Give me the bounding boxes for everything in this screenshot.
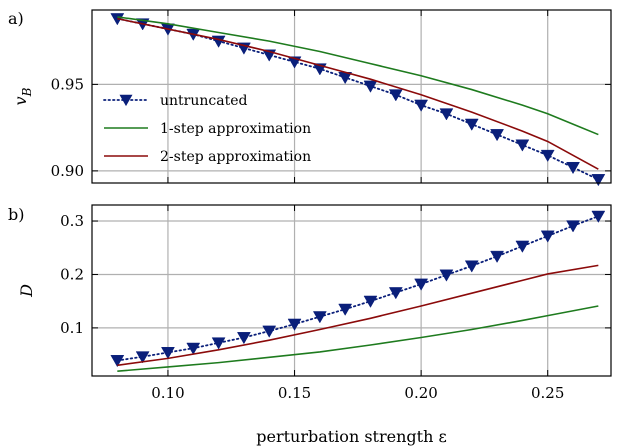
panel-b-series-untruncated-point (591, 210, 606, 223)
panel-b-series-untruncated-point (312, 311, 327, 324)
panel-b-series-untruncated-point (464, 260, 479, 273)
panel-a-series-untruncated-point (490, 129, 505, 142)
panel-a-tag: a) (8, 9, 24, 28)
legend-1-step-approximation-label: 1-step approximation (160, 121, 311, 137)
panel-b-xtick-label: 0.10 (151, 384, 184, 402)
panel-b-series-2-step-approximation (117, 264, 599, 367)
panel-b-tag: b) (8, 205, 24, 224)
panel-a-series-1-step-approximation (117, 16, 599, 136)
panel-b-series-untruncated-point (439, 269, 454, 282)
legend-2-step-approximation-label: 2-step approximation (160, 149, 311, 165)
panel-b-ylabel: D (17, 284, 36, 298)
panel-a-series-untruncated-point (566, 161, 580, 175)
panel-a-frame (91, 9, 612, 184)
panel-b-series-untruncated-point (490, 250, 505, 263)
panel-b-series-untruncated-point (236, 332, 251, 345)
panel-b-xlabel: perturbation strength ε (256, 427, 447, 446)
panel-b-series-untruncated-point (161, 347, 175, 360)
panel-a-series-untruncated-point (388, 89, 403, 102)
panel-a-series-untruncated-point (363, 80, 378, 93)
panel-b-series-untruncated-point (211, 337, 226, 350)
panel-a-series-untruncated-point (439, 108, 454, 121)
panel-b-series-untruncated-point (540, 230, 555, 243)
panel-b-series-untruncated-line (116, 215, 600, 362)
panel-a-series-2-step-approximation (117, 17, 599, 170)
panel-a-ytick-label: 0.90 (51, 162, 84, 180)
panel-b-series-1-step-approximation (117, 305, 599, 372)
panel-a-series-untruncated-point (464, 118, 479, 131)
panel-b-series-untruncated-point (515, 240, 530, 253)
panel-b-series-untruncated-point (414, 278, 429, 291)
panel-b-xtick-label: 0.20 (404, 384, 437, 402)
panel-b-series-untruncated-point (287, 318, 302, 331)
panel-b-series-untruncated-point (135, 351, 150, 364)
panel-b-series-untruncated-point (262, 325, 277, 338)
panel-a-ytick-label: 0.95 (51, 75, 84, 93)
legend: untruncated 1-step approximation 2-step ap… (103, 93, 311, 165)
panel-b-series-untruncated-point (566, 220, 580, 233)
legend-untruncated-label: untruncated (160, 93, 247, 109)
panel-b-series-untruncated-point (363, 295, 378, 308)
panel-b-ytick-label: 0.1 (60, 319, 84, 337)
panel-a: 0.90 0.95 a) vB (8, 9, 612, 187)
panel-b-ytick-label: 0.2 (60, 265, 84, 283)
panel-b-series-untruncated-point (110, 355, 125, 368)
panel-b-series-untruncated-point (388, 287, 403, 300)
panel-b-series-untruncated-point (338, 303, 353, 316)
panel-b-xtick-label: 0.15 (278, 384, 311, 402)
panel-b: 0.10 0.15 0.20 0.25 0.1 0.2 0.3 b) Dperturbation… (8, 204, 612, 446)
panel-b-frame (91, 204, 612, 377)
panel-a-ylabel: vB (11, 87, 34, 105)
panel-b-series-untruncated-point (186, 342, 201, 355)
panel-a-series-untruncated-point (414, 99, 429, 112)
legend-untruncated-swatch-marker (119, 94, 133, 107)
panel-a-series-untruncated-point (591, 174, 606, 187)
panel-b-xtick-label: 0.25 (531, 384, 564, 402)
panel-a-series-untruncated-point (540, 149, 555, 162)
panel-b-ytick-label: 0.3 (60, 212, 84, 230)
panel-a-series-untruncated-point (515, 139, 530, 152)
